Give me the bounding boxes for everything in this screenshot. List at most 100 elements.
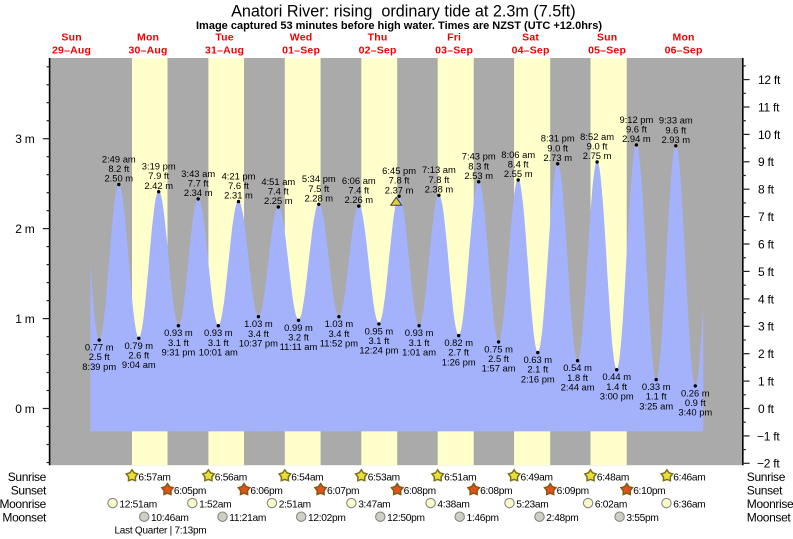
svg-text:04–Sep: 04–Sep xyxy=(512,45,550,57)
svg-text:0.99 m: 0.99 m xyxy=(284,322,313,333)
svg-text:Sat: Sat xyxy=(522,32,539,44)
svg-text:Sunrise: Sunrise xyxy=(747,470,786,484)
svg-text:1:46pm: 1:46pm xyxy=(467,513,499,524)
svg-text:8:52 am: 8:52 am xyxy=(580,131,614,142)
svg-text:10:46am: 10:46am xyxy=(151,513,189,524)
svg-text:3:19 pm: 3:19 pm xyxy=(142,161,176,172)
svg-text:Mon: Mon xyxy=(673,32,695,44)
svg-text:29–Aug: 29–Aug xyxy=(52,45,91,57)
svg-text:2.38 m: 2.38 m xyxy=(425,183,454,194)
svg-text:05–Sep: 05–Sep xyxy=(588,45,626,57)
svg-text:1 m: 1 m xyxy=(15,312,35,326)
svg-text:3.1 ft: 3.1 ft xyxy=(168,337,189,348)
svg-text:9.0 ft: 9.0 ft xyxy=(547,142,568,153)
svg-text:4 ft: 4 ft xyxy=(758,292,775,306)
svg-text:6:06 am: 6:06 am xyxy=(342,175,376,186)
svg-text:3.2 ft: 3.2 ft xyxy=(288,331,309,342)
svg-text:6:07pm: 6:07pm xyxy=(327,486,359,497)
svg-text:Sunrise: Sunrise xyxy=(8,470,47,484)
svg-text:8 ft: 8 ft xyxy=(758,183,775,197)
svg-text:2.31 m: 2.31 m xyxy=(224,190,253,201)
svg-text:6:06pm: 6:06pm xyxy=(250,486,282,497)
svg-text:Fri: Fri xyxy=(447,32,461,44)
svg-text:8.3 ft: 8.3 ft xyxy=(468,160,489,171)
svg-text:4:38am: 4:38am xyxy=(437,500,469,511)
svg-text:Moonrise: Moonrise xyxy=(0,497,47,511)
svg-text:Image captured 53 minutes befo: Image captured 53 minutes before high wa… xyxy=(196,20,602,32)
svg-text:Moonset: Moonset xyxy=(747,510,792,524)
svg-text:7 ft: 7 ft xyxy=(758,210,775,224)
svg-text:0.26 m: 0.26 m xyxy=(681,387,710,398)
svg-text:Moonrise: Moonrise xyxy=(747,497,793,511)
svg-text:3:00 pm: 3:00 pm xyxy=(600,390,634,401)
svg-text:2:16 pm: 2:16 pm xyxy=(521,373,555,384)
svg-text:7.4 ft: 7.4 ft xyxy=(348,185,369,196)
svg-text:6:51am: 6:51am xyxy=(444,472,476,483)
svg-text:02–Sep: 02–Sep xyxy=(359,45,397,57)
svg-text:0.95 m: 0.95 m xyxy=(365,325,394,336)
svg-text:3:25 am: 3:25 am xyxy=(639,400,673,411)
svg-text:10 ft: 10 ft xyxy=(758,128,781,142)
svg-text:0.93 m: 0.93 m xyxy=(164,327,193,338)
svg-text:0.9 ft: 0.9 ft xyxy=(685,397,706,408)
svg-text:3.1 ft: 3.1 ft xyxy=(368,335,389,346)
svg-text:30–Aug: 30–Aug xyxy=(129,45,168,57)
svg-text:3:47am: 3:47am xyxy=(358,500,390,511)
svg-text:3.1 ft: 3.1 ft xyxy=(409,337,430,348)
svg-text:7.5 ft: 7.5 ft xyxy=(308,183,329,194)
svg-text:0.93 m: 0.93 m xyxy=(204,327,233,338)
svg-text:4:21 pm: 4:21 pm xyxy=(222,171,256,182)
svg-text:6:10pm: 6:10pm xyxy=(633,486,665,497)
svg-text:31–Aug: 31–Aug xyxy=(205,45,244,57)
svg-text:Thu: Thu xyxy=(368,32,388,44)
svg-text:0.54 m: 0.54 m xyxy=(563,362,592,373)
svg-text:2.5 ft: 2.5 ft xyxy=(89,351,110,362)
svg-text:5 ft: 5 ft xyxy=(758,265,775,279)
svg-text:3.4 ft: 3.4 ft xyxy=(328,328,349,339)
svg-text:2:48pm: 2:48pm xyxy=(546,513,578,524)
svg-text:0.63 m: 0.63 m xyxy=(523,354,552,365)
svg-text:7.6 ft: 7.6 ft xyxy=(228,180,249,191)
svg-text:0.77 m: 0.77 m xyxy=(85,342,114,353)
svg-text:9.6 ft: 9.6 ft xyxy=(626,123,647,134)
svg-text:2.28 m: 2.28 m xyxy=(304,192,333,203)
svg-text:Sunset: Sunset xyxy=(747,484,783,498)
svg-text:10:01 am: 10:01 am xyxy=(199,346,238,357)
svg-text:7.8 ft: 7.8 ft xyxy=(428,174,449,185)
svg-text:Sun: Sun xyxy=(61,32,81,44)
svg-text:9:33 am: 9:33 am xyxy=(659,115,693,126)
svg-text:Wed: Wed xyxy=(290,32,313,44)
svg-text:8.4 ft: 8.4 ft xyxy=(508,159,529,170)
svg-text:6:09pm: 6:09pm xyxy=(557,486,589,497)
svg-text:6:08pm: 6:08pm xyxy=(404,486,436,497)
svg-text:2.73 m: 2.73 m xyxy=(543,152,572,163)
svg-text:3 ft: 3 ft xyxy=(758,320,775,334)
svg-text:2.94 m: 2.94 m xyxy=(622,133,651,144)
svg-text:7.4 ft: 7.4 ft xyxy=(268,186,289,197)
svg-text:2.26 m: 2.26 m xyxy=(344,194,373,205)
svg-text:2.34 m: 2.34 m xyxy=(184,187,213,198)
svg-text:6:05pm: 6:05pm xyxy=(174,486,206,497)
svg-text:1:01 am: 1:01 am xyxy=(402,346,436,357)
svg-text:4:51 am: 4:51 am xyxy=(261,176,295,187)
svg-text:2.75 m: 2.75 m xyxy=(583,150,612,161)
svg-text:8:31 pm: 8:31 pm xyxy=(541,133,575,144)
svg-text:0 m: 0 m xyxy=(15,402,35,416)
svg-text:3 m: 3 m xyxy=(15,132,35,146)
svg-text:9 ft: 9 ft xyxy=(758,155,775,169)
svg-text:11 ft: 11 ft xyxy=(758,100,780,114)
svg-text:0 ft: 0 ft xyxy=(758,402,775,416)
svg-text:1.1 ft: 1.1 ft xyxy=(646,391,667,402)
svg-text:12:24 pm: 12:24 pm xyxy=(359,345,398,356)
svg-text:0.82 m: 0.82 m xyxy=(444,337,473,348)
svg-text:2:49 am: 2:49 am xyxy=(102,153,136,164)
svg-text:6:54am: 6:54am xyxy=(291,472,323,483)
svg-text:−2 ft: −2 ft xyxy=(757,457,780,471)
svg-text:7.8 ft: 7.8 ft xyxy=(389,175,410,186)
svg-text:6:36am: 6:36am xyxy=(673,500,705,511)
svg-text:9.0 ft: 9.0 ft xyxy=(587,141,608,152)
svg-text:2.50 m: 2.50 m xyxy=(104,173,133,184)
svg-text:2.1 ft: 2.1 ft xyxy=(527,364,548,375)
svg-text:11:52 pm: 11:52 pm xyxy=(320,337,359,348)
svg-text:9.6 ft: 9.6 ft xyxy=(665,124,686,135)
